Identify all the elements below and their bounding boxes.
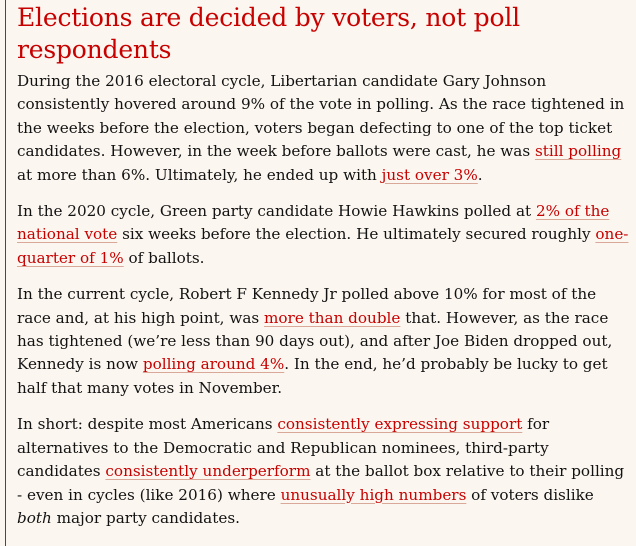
- inline-link[interactable]: still polling: [534, 142, 622, 161]
- paragraph-text: at the ballot box relative to their poll…: [17, 462, 625, 504]
- paragraph-text: In short: despite most Americans: [17, 415, 278, 434]
- inline-link[interactable]: consistently expressing support: [277, 415, 523, 434]
- paragraph: During the 2016 electoral cycle, Liberta…: [17, 70, 633, 187]
- paragraph: In the current cycle, Robert F Kennedy J…: [17, 283, 633, 400]
- block-body: During the 2016 electoral cycle, Liberta…: [17, 70, 636, 530]
- paragraph-text: In the 2020 cycle, Green party candidate…: [17, 202, 536, 221]
- emphasis-text: both: [17, 508, 52, 527]
- paragraph-text: . In the end, he’d probably be lucky to …: [17, 355, 608, 397]
- paragraph-text: that. However, as the race has tightened…: [17, 308, 613, 374]
- paragraph-text: six weeks before the election. He ultima…: [117, 225, 596, 244]
- inline-link[interactable]: more than double: [264, 308, 401, 327]
- inline-link[interactable]: unusually high numbers: [280, 485, 467, 504]
- paragraph-text: of ballots.: [123, 248, 205, 267]
- inline-link[interactable]: consistently underperform: [105, 462, 311, 481]
- paragraph-text: major party candidates.: [51, 508, 240, 527]
- paragraph-text: of voters dislike: [466, 485, 594, 504]
- inline-link[interactable]: polling around 4%: [142, 355, 285, 374]
- paragraph: In short: despite most Americans consist…: [17, 413, 633, 530]
- paragraph-text: In the current cycle, Robert F Kennedy J…: [17, 285, 597, 327]
- block-headline: Elections are decided by voters, not pol…: [17, 3, 520, 64]
- inline-link[interactable]: 2% of the national vote: [17, 202, 610, 244]
- liveblog-block: Elections are decided by voters, not pol…: [5, 0, 636, 546]
- inline-link[interactable]: one-quarter of 1%: [17, 225, 629, 267]
- paragraph: In the 2020 cycle, Green party candidate…: [17, 200, 633, 270]
- inline-link[interactable]: just over 3%: [381, 165, 478, 184]
- paragraph-text: During the 2016 electoral cycle, Liberta…: [17, 72, 625, 161]
- paragraph-text: at more than 6%. Ultimately, he ended up…: [17, 165, 382, 184]
- paragraph-text: for alternatives to the Democratic and R…: [17, 415, 550, 481]
- paragraph-text: .: [477, 165, 483, 184]
